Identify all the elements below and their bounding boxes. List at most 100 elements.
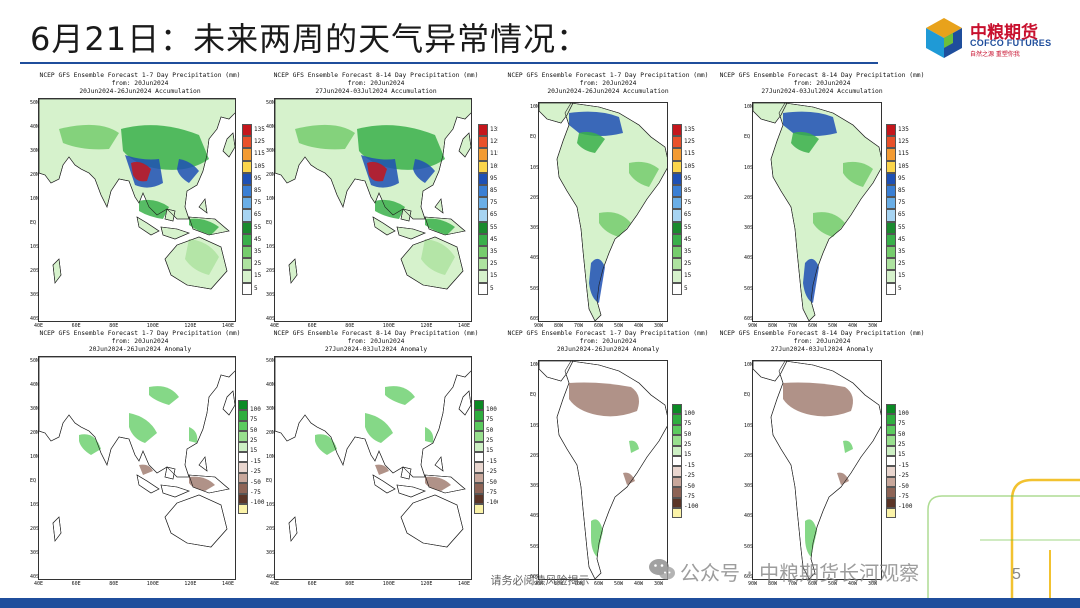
colorbar-label: 45 (684, 235, 692, 243)
map-frame (752, 360, 882, 580)
longitude-label: 60W (808, 323, 818, 329)
latitude-label: 30N (30, 148, 40, 154)
longitude-label: 100E (382, 323, 395, 329)
slide-title: 6月21日：未来两周的天气异常情况： (30, 20, 590, 58)
wet-anomaly-area (129, 413, 157, 443)
colorbar-label: 125 (898, 138, 909, 146)
colorbar-swatch (474, 462, 484, 473)
latitude-label: 50N (30, 358, 40, 364)
colorbar-label: 95 (490, 174, 498, 182)
longitude-label: 80W (768, 323, 778, 329)
longitude-label: 40W (634, 323, 644, 329)
latitude-label: EQ (266, 478, 273, 484)
longitude-label: 40E (34, 323, 44, 329)
latitude-label: 50S (530, 543, 540, 550)
landmass (136, 474, 160, 494)
map-panel-sa-w1-acc: NCEP GFS Ensemble Forecast 1-7 Day Preci… (498, 72, 718, 330)
longitude-label: 140E (222, 581, 235, 587)
latitude-label: 10N (744, 362, 754, 368)
longitude-label: 70W (788, 323, 798, 329)
latitude-label: 20S (744, 194, 754, 201)
colorbar-swatch (242, 124, 252, 137)
colorbar-label: -50 (486, 478, 497, 486)
landmass (372, 216, 396, 236)
colorbar-swatch (886, 221, 896, 234)
colorbar-swatch (672, 445, 682, 456)
colorbar-label: 55 (254, 223, 262, 231)
colorbar-swatch (242, 282, 252, 295)
colorbar-swatch (474, 400, 484, 411)
longitude-label: 60E (71, 323, 81, 329)
south-america-map (753, 361, 881, 579)
longitude-label: 80E (109, 323, 119, 329)
latitude-label: 10S (744, 164, 754, 171)
longitude-label: 50W (614, 581, 624, 587)
map-frame (38, 356, 236, 580)
longitude-label: 60E (307, 581, 317, 587)
colorbar-swatch (478, 172, 488, 185)
latitude-label: 10S (266, 502, 276, 508)
colorbar-swatch (242, 197, 252, 210)
map-header-line1: NCEP GFS Ensemble Forecast 8-14 Day Prec… (719, 330, 925, 337)
map-panel-sa-w2-acc: NCEP GFS Ensemble Forecast 8-14 Day Prec… (712, 72, 932, 330)
colorbar-label: 75 (250, 416, 258, 424)
colorbar-label: 35 (490, 248, 498, 255)
map-header-line2: from: 20Jun2024 (579, 338, 637, 345)
map-panel-asia-w1-anom: NCEP GFS Ensemble Forecast 1-7 Day Preci… (30, 330, 264, 588)
colorbar-label: 75 (486, 416, 494, 424)
precip-area (791, 131, 819, 153)
colorbar-label: 25 (490, 260, 498, 268)
landmass (52, 516, 62, 542)
colorbar-label: 85 (254, 187, 262, 194)
precip-area (577, 131, 605, 153)
precip-area (783, 111, 837, 136)
colorbar-swatch (238, 462, 248, 473)
colorbar-swatch (242, 258, 252, 271)
latitude-label: 10S (744, 422, 754, 429)
latitude-label: 20S (266, 526, 276, 532)
colorbar-label: 115 (684, 150, 695, 158)
colorbar-swatch (238, 400, 248, 411)
colorbar-swatch (672, 197, 682, 210)
latitude-label: 30S (530, 483, 540, 490)
colorbar-swatch (474, 472, 484, 484)
map-frame (538, 102, 668, 322)
colorbar-swatch (886, 282, 896, 295)
colorbar-swatch (474, 483, 484, 494)
colorbar-swatch (478, 221, 488, 234)
latitude-label: 40N (30, 124, 40, 130)
asia-map (39, 99, 235, 290)
colorbar-label: -15 (684, 461, 695, 469)
colorbar-label: 55 (898, 223, 906, 231)
colorbar-swatch (242, 221, 252, 234)
colorbar-label: 125 (254, 138, 265, 146)
precip-area (425, 218, 455, 235)
precip-area (629, 161, 659, 187)
map-panel-asia-w2-anom: NCEP GFS Ensemble Forecast 8-14 Day Prec… (266, 330, 500, 588)
colorbar-swatch (672, 172, 682, 185)
latitude-label: 30N (266, 406, 276, 412)
colorbar-swatch (238, 452, 248, 463)
landmass (288, 516, 298, 542)
colorbar-label: 25 (684, 260, 692, 268)
colorbar-swatch (886, 445, 896, 456)
longitude-label: 40E (34, 581, 44, 587)
precip-area (189, 218, 219, 235)
colorbar-label: 115 (254, 150, 265, 158)
south-america-map (539, 103, 667, 321)
asia-map (275, 357, 471, 548)
wechat-watermark: 公众号 · 中粮期货长河观察 (648, 555, 1058, 585)
latitude-label: 60S (744, 316, 754, 322)
latitude-label: 30S (30, 550, 40, 556)
colorbar-label: -100 (486, 499, 501, 507)
latitude-label: 60S (530, 316, 540, 322)
precip-area (589, 258, 605, 303)
colorbar-swatch (672, 124, 682, 137)
longitude-label: 70W (574, 581, 584, 587)
colorbar-swatch (886, 246, 896, 259)
latitude-label: 10S (30, 502, 40, 508)
colorbar-swatch (886, 424, 896, 436)
colorbar-label: 45 (254, 235, 262, 243)
colorbar-label: 95 (898, 174, 906, 182)
colorbar-label: 135 (490, 126, 501, 133)
